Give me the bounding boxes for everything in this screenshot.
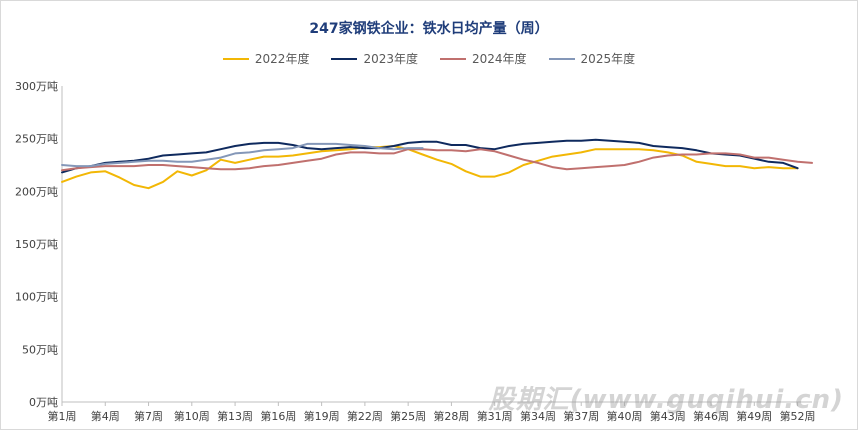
series-line-2022年度	[61, 145, 799, 190]
legend-item-2023[interactable]: 2023年度	[331, 50, 418, 67]
y-tick-label: 0万吨	[29, 396, 58, 409]
x-tick-label: 第1周	[48, 409, 77, 423]
x-tick-label: 第25周	[390, 409, 426, 423]
x-tick-label: 第31周	[477, 409, 513, 423]
series-line-2023年度	[61, 138, 799, 174]
watermark: 股期汇(www.guqihui.cn)	[488, 385, 844, 415]
series-line-2024年度	[61, 148, 813, 172]
x-tick-label: 第22周	[347, 409, 383, 423]
legend-label-2025: 2025年度	[580, 52, 636, 66]
y-tick-label: 250万吨	[15, 133, 58, 146]
legend-label-2024: 2024年度	[472, 52, 527, 66]
series-line-2025年度	[61, 142, 424, 168]
x-tick-label: 第49周	[736, 409, 772, 423]
x-tick-label: 第7周	[134, 409, 163, 423]
legend-swatch-2023	[331, 57, 358, 60]
x-tick-label: 第13周	[217, 409, 253, 423]
y-tick-label: 150万吨	[15, 238, 58, 251]
y-tick-label: 100万吨	[15, 291, 58, 304]
legend-item-2025[interactable]: 2025年度	[548, 50, 636, 67]
legend: 2022年度 2023年度 2024年度 2025年度	[0, 50, 858, 67]
legend-item-2022[interactable]: 2022年度	[222, 50, 310, 67]
x-tick-label: 第46周	[693, 409, 729, 423]
legend-label-2023: 2023年度	[363, 52, 418, 66]
x-axis: 第1周 第4周 第7周 第10周 第13周 第16周 第19周 第22周 第25周 第28周 第31…	[48, 401, 816, 423]
x-tick-label: 第37周	[563, 409, 599, 423]
x-tick-label: 第19周	[304, 409, 340, 423]
chart-title: 247家钢铁企业：铁水日均产量（周）	[309, 21, 549, 37]
legend-label-2022: 2022年度	[254, 52, 310, 66]
y-axis: 0万吨 50万吨 100万吨 150万吨 200万吨 250万吨 300万吨	[15, 80, 63, 409]
y-tick-label: 50万吨	[22, 343, 58, 356]
legend-swatch-2022	[222, 57, 249, 60]
x-tick-label: 第4周	[91, 409, 120, 423]
y-tick-label: 300万吨	[15, 80, 58, 93]
x-tick-label: 第16周	[260, 409, 296, 423]
series-layer	[61, 138, 813, 190]
x-tick-label: 第28周	[433, 409, 469, 423]
x-tick-label: 第43周	[650, 409, 686, 423]
x-tick-label: 第52周	[780, 409, 816, 423]
legend-swatch-2024	[440, 57, 466, 60]
x-tick-label: 第10周	[174, 409, 210, 423]
y-tick-label: 200万吨	[15, 185, 58, 198]
x-tick-label: 第40周	[607, 409, 643, 423]
legend-item-2024[interactable]: 2024年度	[440, 50, 527, 67]
legend-swatch-2025	[548, 57, 575, 60]
x-tick-label: 第34周	[520, 409, 556, 423]
